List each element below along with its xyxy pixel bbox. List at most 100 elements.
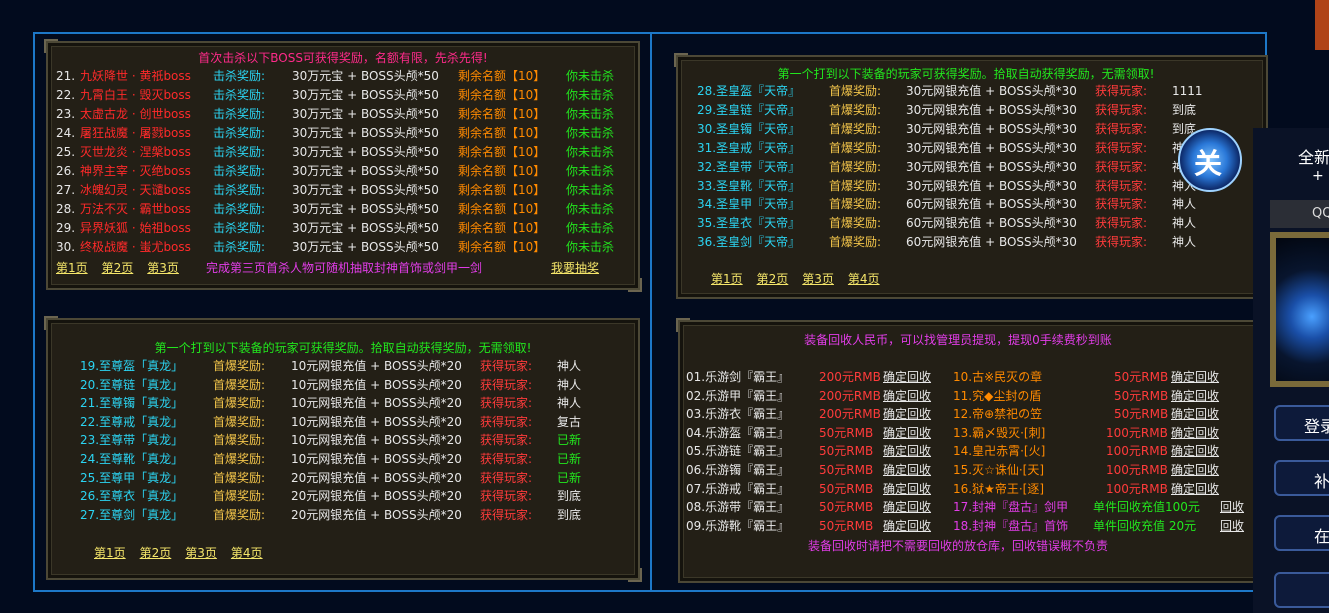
winner-name: 到底 (1172, 121, 1197, 136)
sidebar-login-button[interactable]: 登录 (1274, 405, 1329, 441)
page-2-link[interactable]: 第2页 (139, 546, 172, 560)
recycle-button[interactable]: 确定回收 (883, 481, 932, 496)
reward-label: 首爆奖励: (829, 216, 882, 231)
recycle-button[interactable]: 确定回收 (883, 407, 932, 422)
recycle-price: 200元RMB (819, 407, 881, 422)
recycle-button[interactable]: 确定回收 (883, 518, 932, 533)
winner-label: 获得玩家: (480, 507, 533, 522)
close-button[interactable]: 关 (1178, 128, 1242, 192)
recycle-button[interactable]: 确定回收 (1171, 407, 1220, 422)
row-number: 23. (56, 107, 76, 121)
remaining-quota: 剩余名额【10】 (458, 164, 546, 178)
item-name: 17.封神『盘古』剑甲 (953, 500, 1069, 514)
recycle-price: 200元RMB (819, 370, 881, 384)
recycle-button[interactable]: 确定回收 (1171, 370, 1220, 384)
table-row: 32.圣皇带『天帝』首爆奖励:30元网银充值 + BOSS头颅*30获得玩家:神… (697, 158, 1237, 177)
page-4-link[interactable]: 第4页 (847, 272, 880, 286)
sidebar-button-4[interactable] (1274, 572, 1329, 608)
reward-label: 击杀奖励: (213, 88, 266, 102)
reward-value: 30元网银充值 + BOSS头颅*30 (906, 84, 1077, 98)
draw-prize-link[interactable]: 我要抽奖 (551, 259, 599, 276)
recycle-price: 50元RMB (819, 500, 874, 515)
item-name: 24.至尊靴「真龙」 (80, 452, 184, 466)
winner-label: 获得玩家: (480, 452, 533, 466)
recycle-button[interactable]: 确定回收 (1171, 388, 1220, 403)
winner-label: 获得玩家: (1095, 178, 1148, 193)
recycle-price: 100元RMB (1106, 425, 1168, 440)
sidebar-subtitle: + (1312, 168, 1324, 184)
table-row: 10.古※民灭の章 50元RMB 确定回收 (953, 368, 1253, 387)
remaining-quota: 剩余名额【10】 (458, 221, 546, 235)
table-row: 28.圣皇盔『天帝』 首爆奖励: 30元网银充值 + BOSS头颅*30 获得玩家: 1… (697, 82, 1237, 101)
page-4-link[interactable]: 第4页 (230, 546, 263, 560)
remaining-quota: 剩余名额【10】 (458, 126, 546, 140)
sidebar-button-3[interactable]: 在 (1274, 515, 1329, 551)
item-number: 03.乐游衣『霸王』 (686, 407, 790, 422)
recycle-button[interactable]: 确定回收 (1171, 425, 1220, 440)
boss-name: 灭世龙炎 · 涅槃boss (80, 145, 191, 159)
recycle-button[interactable]: 确定回收 (883, 500, 932, 515)
page-3-link[interactable]: 第3页 (802, 272, 834, 286)
item-name: 36.圣皇剑『天帝』 (697, 235, 801, 250)
page-2-link[interactable]: 第2页 (756, 272, 789, 286)
recycle-button[interactable]: 回收 (1220, 500, 1245, 514)
reward-value: 30万元宝 + BOSS头颅*50 (292, 126, 439, 140)
winner-name: 到底 (557, 507, 582, 522)
page-1-link[interactable]: 第1页 (56, 261, 88, 275)
sidebar-qq-label: QQ (1312, 206, 1329, 221)
row-number: 24. (56, 126, 76, 140)
reward-value: 20元网银充值 + BOSS头颅*20 (291, 470, 462, 485)
reward-value: 30万元宝 + BOSS头颅*50 (292, 69, 439, 83)
recycle-price: 单件回收充值100元 (1093, 500, 1200, 514)
remaining-quota: 剩余名额【10】 (458, 88, 546, 102)
sidebar-banner-image[interactable] (1276, 238, 1329, 381)
recycle-button[interactable]: 确定回收 (883, 388, 932, 403)
item-name: 28.圣皇盔『天帝』 (697, 84, 801, 98)
page-1-link[interactable]: 第1页 (94, 546, 126, 560)
page-1-link[interactable]: 第1页 (711, 272, 743, 286)
reward-value: 30万元宝 + BOSS头颅*50 (292, 107, 439, 121)
boss-name: 异界妖狐 · 始祖boss (80, 221, 191, 235)
page-3-link[interactable]: 第3页 (147, 261, 179, 275)
table-row: 35.圣皇衣『天帝』 首爆奖励: 60元网银充值 + BOSS头颅*30 获得玩家: 神… (697, 214, 1237, 233)
table-row: 03.乐游衣『霸王』 200元RMB 确定回收 (686, 405, 956, 424)
table-row: 23. 太虚古龙 · 创世boss 击杀奖励: 30万元宝 + BOSS头颅*50 剩余… (56, 105, 631, 124)
item-name: 12.帝⊕禁祀の笠 (953, 407, 1043, 422)
recycle-button[interactable]: 确定回收 (1171, 481, 1220, 496)
recycle-button[interactable]: 确定回收 (883, 370, 932, 384)
kill-status: 你未击杀 (566, 69, 615, 83)
recycle-price: 50元RMB (1114, 370, 1169, 384)
row-number: 27. (56, 183, 76, 197)
recycle-button[interactable]: 确定回收 (1171, 444, 1220, 459)
item-name: 11.究◆尘封の盾 (953, 388, 1042, 403)
remaining-quota: 剩余名额【10】 (458, 202, 546, 216)
winner-name: 已新 (557, 470, 582, 485)
recycle-price: 50元RMB (819, 444, 874, 459)
winner-label: 获得玩家: (1095, 121, 1148, 136)
page-3-link[interactable]: 第3页 (185, 546, 217, 560)
reward-value: 30万元宝 + BOSS头颅*50 (292, 240, 439, 254)
recycle-price: 50元RMB (819, 463, 874, 477)
boss-name: 终极战魔 · 蚩尤boss (80, 240, 191, 254)
item-name: 18.封神『盘古』首饰 (953, 518, 1069, 533)
table-row: 12.帝⊕禁祀の笠 50元RMB 确定回收 (953, 405, 1253, 424)
reward-label: 首爆奖励: (213, 414, 266, 429)
table-row: 05.乐游链『霸王』 50元RMB 确定回收 (686, 442, 956, 461)
winner-name: 到底 (1172, 102, 1197, 117)
recycle-button[interactable]: 确定回收 (883, 463, 932, 477)
reward-value: 10元网银充值 + BOSS头颅*20 (291, 414, 462, 429)
reward-value: 30万元宝 + BOSS头颅*50 (292, 202, 439, 216)
table-row: 24. 屠狂战魔 · 屠戮boss 击杀奖励: 30万元宝 + BOSS头颅*50 剩余… (56, 124, 631, 143)
sidebar-button-2[interactable]: 补 (1274, 460, 1329, 496)
recycle-button[interactable]: 确定回收 (883, 425, 932, 440)
reward-label: 首爆奖励: (213, 489, 266, 504)
page-2-link[interactable]: 第2页 (101, 261, 134, 275)
draw-prize-label[interactable]: 我要抽奖 (551, 261, 600, 275)
remaining-quota: 剩余名额【10】 (458, 145, 546, 159)
recycle-button[interactable]: 确定回收 (1171, 463, 1220, 477)
recycle-price: 50元RMB (1114, 388, 1169, 403)
recycle-button[interactable]: 回收 (1220, 518, 1245, 533)
winner-label: 获得玩家: (1095, 84, 1148, 98)
recycle-button[interactable]: 确定回收 (883, 444, 932, 459)
winner-label: 获得玩家: (480, 377, 533, 392)
